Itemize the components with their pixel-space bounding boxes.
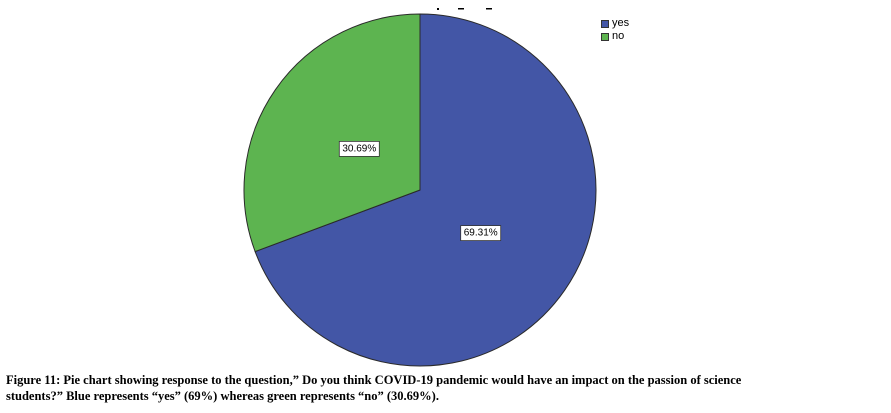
data-label-text-no: 30.69% <box>342 143 376 154</box>
top-tick-marks <box>437 8 492 10</box>
pie-data-labels: 69.31% 30.69% <box>338 140 502 242</box>
legend-swatch-yes <box>601 19 609 28</box>
figure-caption: Figure 11: Pie chart showing response to… <box>6 372 886 404</box>
pie-slices <box>243 13 597 367</box>
data-label-box-no <box>338 140 380 157</box>
data-label-text-yes: 69.31% <box>464 228 498 239</box>
data-label-box-yes <box>460 225 502 242</box>
caption-line-1: Figure 11: Pie chart showing response to… <box>6 373 742 387</box>
pie-slice-no <box>243 13 421 253</box>
legend-item-no: no <box>601 30 629 43</box>
caption-line-2: students?” Blue represents “yes” (69%) w… <box>6 389 439 403</box>
pie-slice-yes <box>254 13 597 367</box>
data-label-no: 30.69% <box>338 140 380 157</box>
legend-swatch-no <box>601 32 609 41</box>
data-label-yes: 69.31% <box>460 225 502 242</box>
legend-label-no: no <box>612 30 625 42</box>
legend-item-yes: yes <box>601 17 629 30</box>
legend-label-yes: yes <box>612 17 630 29</box>
legend: yes no <box>601 17 629 43</box>
pie-chart: 69.31% 30.69% <box>243 8 597 367</box>
